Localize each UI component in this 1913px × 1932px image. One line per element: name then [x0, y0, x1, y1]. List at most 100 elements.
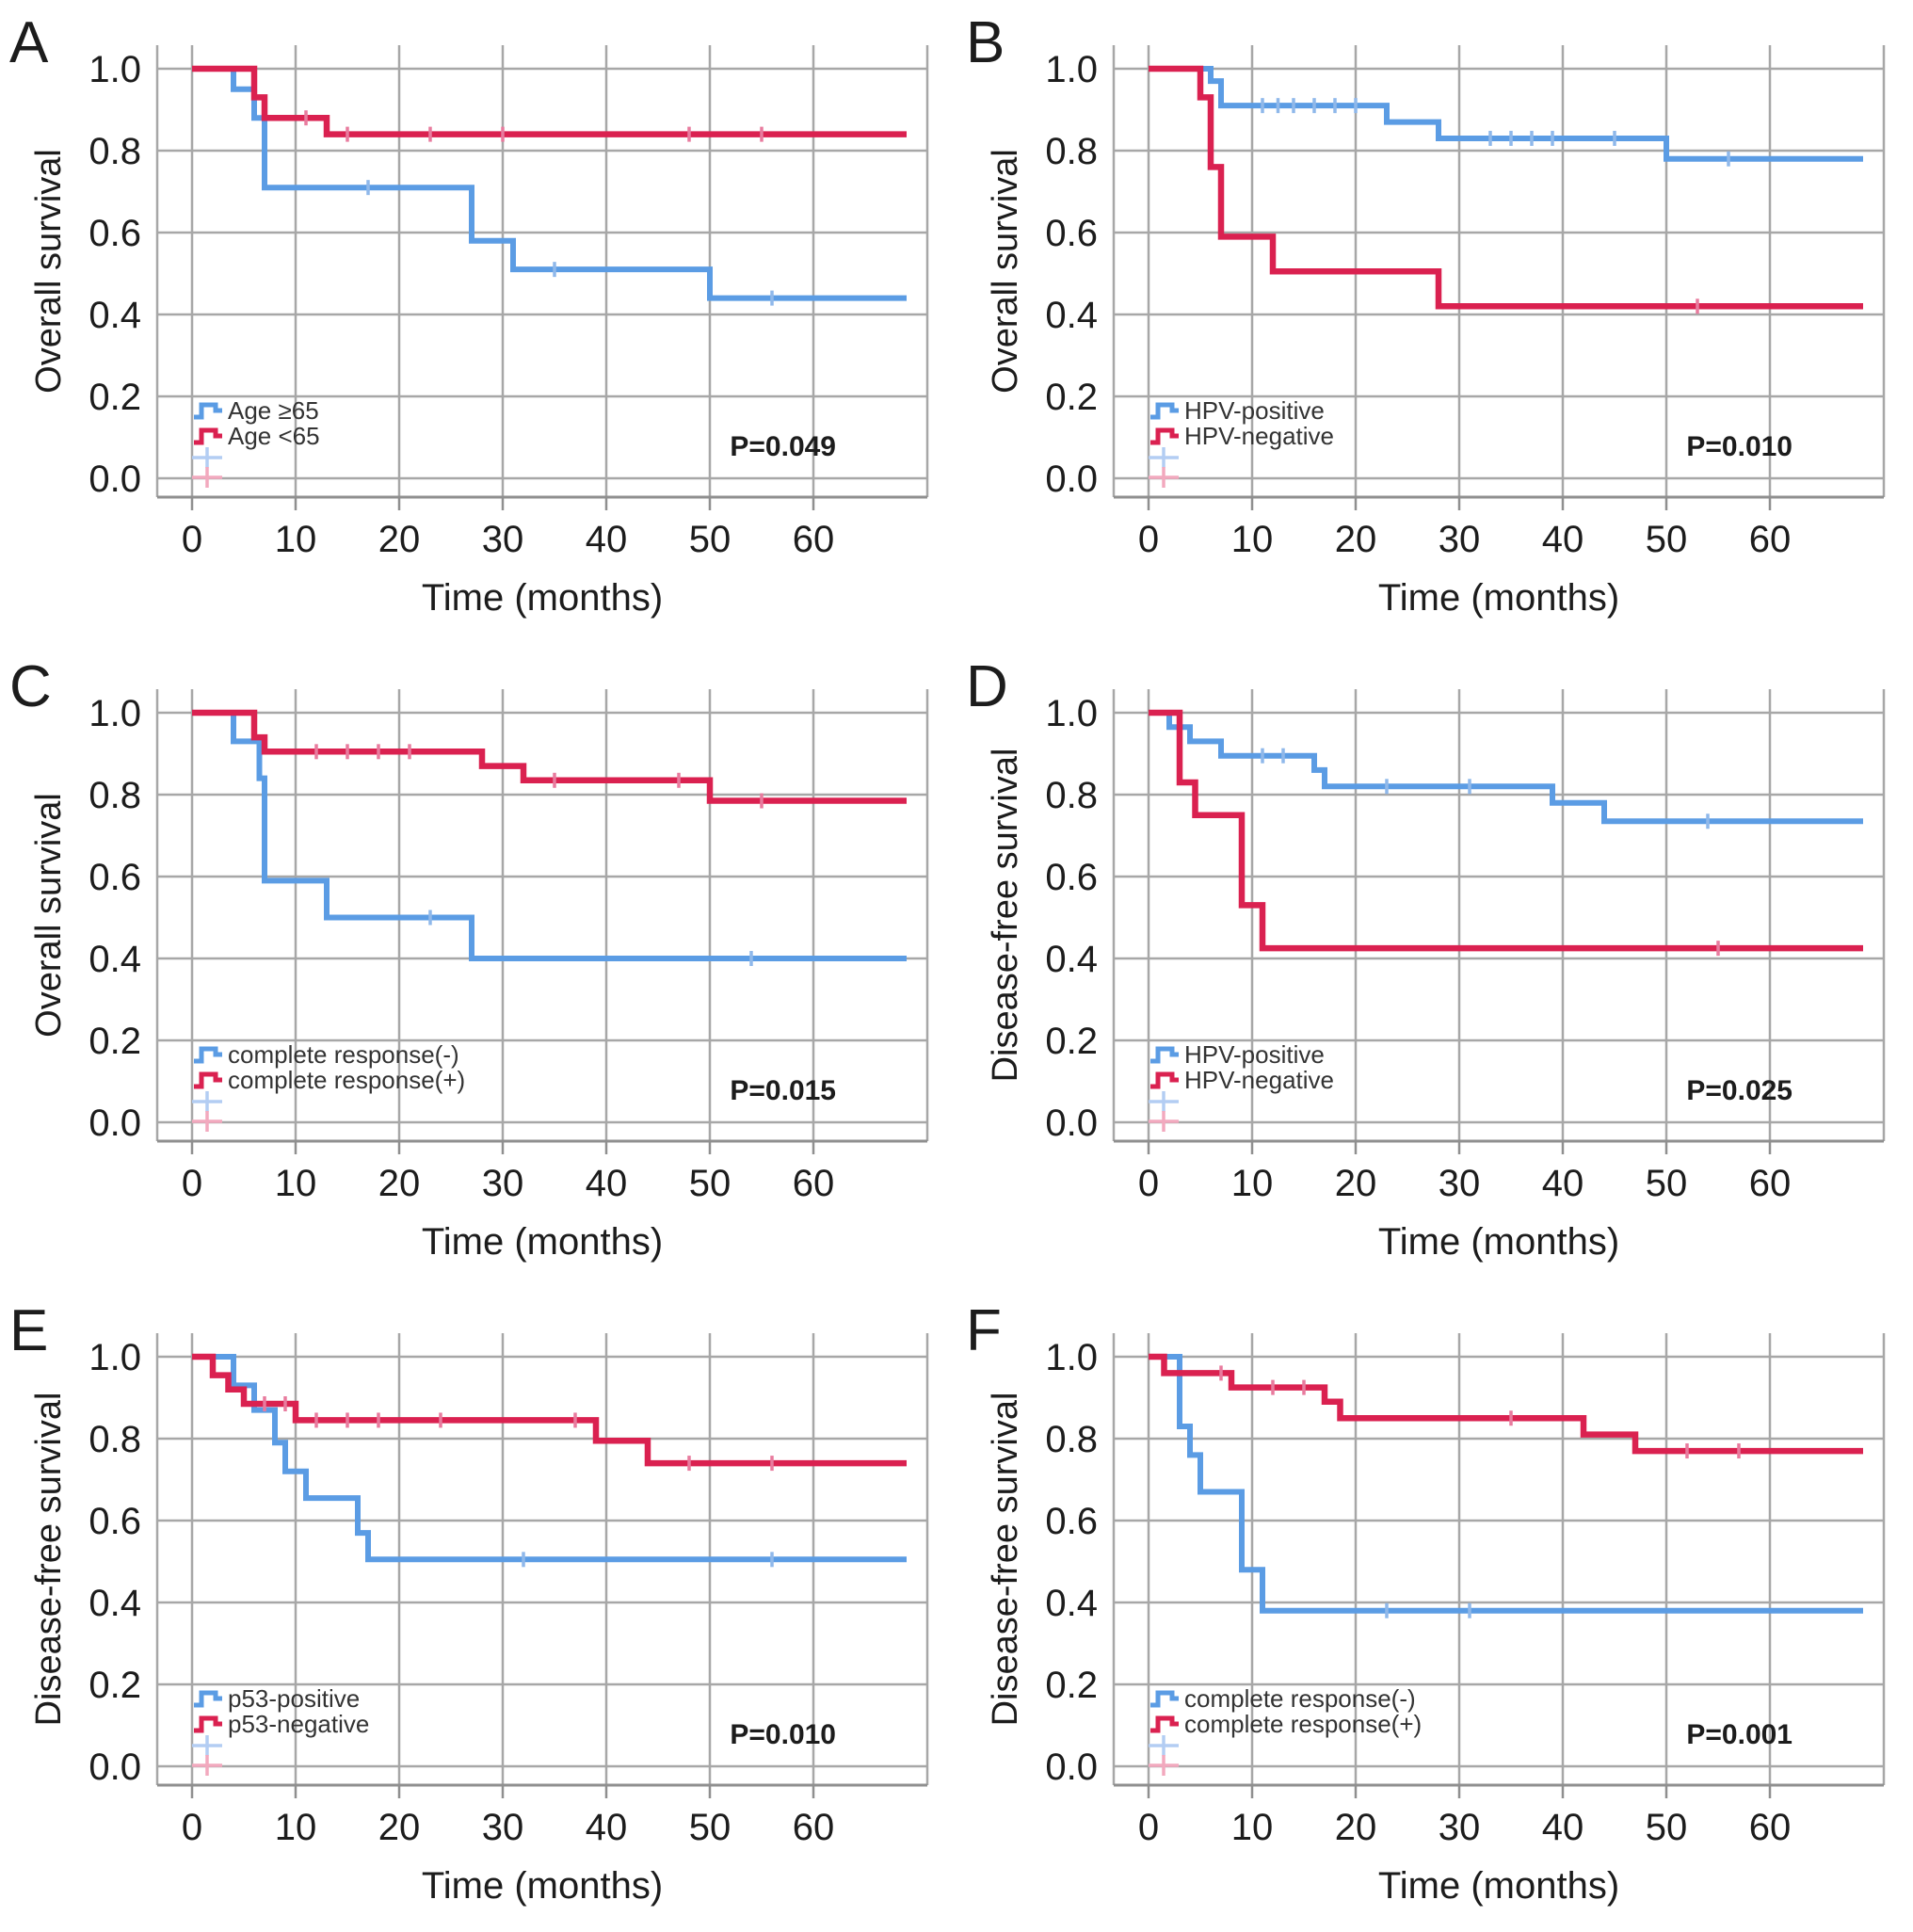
y-tick-label-e: 0.6: [88, 1501, 141, 1542]
legend-step-icon-a-1: [194, 427, 222, 445]
survival-curve-b-1: [1149, 65, 1863, 310]
legend-step-icon-f-0: [1150, 1690, 1179, 1708]
x-axis-title-c: Time (months): [422, 1221, 663, 1263]
legend-step-icon-f-1: [1150, 1715, 1179, 1733]
y-tick-label-d: 0.2: [1045, 1021, 1098, 1062]
panel-letter-c: C: [9, 654, 52, 719]
x-tick-label-a: 30: [482, 519, 524, 560]
x-tick-label-f: 30: [1439, 1807, 1481, 1848]
legend-label-c-1: complete response(+): [228, 1066, 465, 1094]
y-axis-title-b: Overall survival: [986, 149, 1025, 394]
survival-curve-c-0: [192, 710, 907, 961]
panel-letter-e: E: [9, 1298, 48, 1363]
x-tick-label-a: 20: [378, 519, 421, 560]
x-axis-title-e: Time (months): [422, 1865, 663, 1907]
y-tick-label-c: 0.8: [88, 775, 141, 816]
y-tick-label-e: 1.0: [88, 1337, 141, 1378]
censored-plus-icon-a-0: [192, 447, 222, 468]
legend-label-b-1: HPV-negative: [1184, 422, 1334, 450]
x-tick-label-d: 0: [1138, 1163, 1159, 1204]
p-value-d: P=0.025: [1686, 1075, 1792, 1106]
legend-step-icon-e-0: [194, 1690, 222, 1708]
panel-letter-d: D: [966, 654, 1008, 719]
survival-curve-c-1: [192, 709, 907, 804]
y-tick-label-c: 0.6: [88, 857, 141, 898]
x-axis-b: [1114, 495, 1884, 510]
y-tick-label-b: 0.6: [1045, 213, 1098, 254]
x-tick-label-b: 50: [1646, 519, 1688, 560]
y-tick-label-e: 0.8: [88, 1419, 141, 1460]
x-axis-title-d: Time (months): [1378, 1221, 1619, 1263]
survival-curve-b-0: [1149, 66, 1863, 162]
panel-c: C Overall survival 1.0 0.8 0.6 0.4 0.2 0.0 0 10 20…: [0, 644, 956, 1288]
km-plot-d: D Disease-free survival 1.0 0.8 0.6 0.4 0.2 0.0…: [966, 654, 1886, 1263]
survival-curve-a-1: [192, 65, 907, 137]
x-tick-label-e: 0: [182, 1807, 202, 1848]
y-tick-label-a: 0.2: [88, 377, 141, 418]
x-tick-label-d: 30: [1439, 1163, 1481, 1204]
gridlines-d: [1112, 689, 1886, 1141]
x-tick-label-d: 10: [1231, 1163, 1274, 1204]
panel-letter-f: F: [966, 1298, 1002, 1363]
x-tick-label-b: 0: [1138, 519, 1159, 560]
x-tick-label-c: 0: [182, 1163, 202, 1204]
x-tick-label-a: 10: [275, 519, 317, 560]
legend-step-icon-c-1: [194, 1071, 222, 1089]
y-axis-title-e: Disease-free survival: [29, 1393, 69, 1727]
censored-plus-icon-e-0: [192, 1735, 222, 1756]
y-tick-label-f: 0.6: [1045, 1501, 1098, 1542]
x-tick-label-a: 0: [182, 519, 202, 560]
x-axis-a: [157, 495, 927, 510]
x-tick-label-c: 10: [275, 1163, 317, 1204]
legend-step-icon-d-0: [1150, 1046, 1179, 1064]
y-tick-label-f: 0.0: [1045, 1747, 1098, 1788]
y-tick-label-c: 0.4: [88, 939, 141, 980]
legend-label-e-0: p53-positive: [228, 1684, 360, 1713]
survival-curve-f-0: [1149, 1354, 1863, 1614]
y-tick-label-b: 1.0: [1045, 49, 1098, 90]
legend-step-icon-b-1: [1150, 427, 1179, 445]
x-tick-label-f: 10: [1231, 1807, 1274, 1848]
x-tick-label-b: 20: [1335, 519, 1377, 560]
x-tick-label-b: 30: [1439, 519, 1481, 560]
legend-step-icon-b-0: [1150, 402, 1179, 420]
y-tick-label-f: 1.0: [1045, 1337, 1098, 1378]
legend-label-b-0: HPV-positive: [1184, 396, 1325, 425]
x-axis-e: [157, 1783, 927, 1798]
legend-label-c-0: complete response(-): [228, 1040, 459, 1069]
x-tick-label-d: 50: [1646, 1163, 1688, 1204]
y-tick-label-a: 0.6: [88, 213, 141, 254]
panel-d: D Disease-free survival 1.0 0.8 0.6 0.4 0.2 0.0…: [956, 644, 1913, 1288]
legend-step-icon-a-0: [194, 402, 222, 420]
gridlines-f: [1112, 1333, 1886, 1785]
x-tick-label-d: 60: [1749, 1163, 1792, 1204]
censored-plus-icon-a-1: [192, 467, 222, 488]
x-axis-d: [1114, 1139, 1884, 1154]
y-tick-label-c: 0.2: [88, 1021, 141, 1062]
x-tick-label-e: 10: [275, 1807, 317, 1848]
y-tick-label-f: 0.4: [1045, 1583, 1098, 1624]
censored-plus-icon-b-1: [1149, 467, 1179, 488]
legend-label-f-0: complete response(-): [1184, 1684, 1416, 1713]
censored-plus-icon-d-0: [1149, 1091, 1179, 1112]
x-tick-label-f: 40: [1542, 1807, 1584, 1848]
survival-curve-f-1: [1149, 1353, 1863, 1455]
p-value-e: P=0.010: [730, 1719, 836, 1750]
x-tick-label-f: 50: [1646, 1807, 1688, 1848]
x-tick-label-b: 10: [1231, 519, 1274, 560]
km-plot-e: E Disease-free survival 1.0 0.8 0.6 0.4 0.2 0.0…: [9, 1298, 929, 1907]
x-tick-label-e: 60: [793, 1807, 835, 1848]
legend-step-icon-d-1: [1150, 1071, 1179, 1089]
panel-b: B Overall survival 1.0 0.8 0.6 0.4 0.2 0.0 0 10 20…: [956, 0, 1913, 644]
x-tick-label-f: 0: [1138, 1807, 1159, 1848]
legend-step-icon-e-1: [194, 1715, 222, 1733]
x-tick-label-e: 20: [378, 1807, 421, 1848]
survival-curve-d-1: [1149, 709, 1863, 952]
x-tick-label-c: 30: [482, 1163, 524, 1204]
censored-plus-icon-c-0: [192, 1091, 222, 1112]
legend-label-d-1: HPV-negative: [1184, 1066, 1334, 1094]
panel-letter-b: B: [966, 10, 1005, 75]
y-axis-title-a: Overall survival: [29, 149, 69, 394]
x-tick-label-d: 40: [1542, 1163, 1584, 1204]
